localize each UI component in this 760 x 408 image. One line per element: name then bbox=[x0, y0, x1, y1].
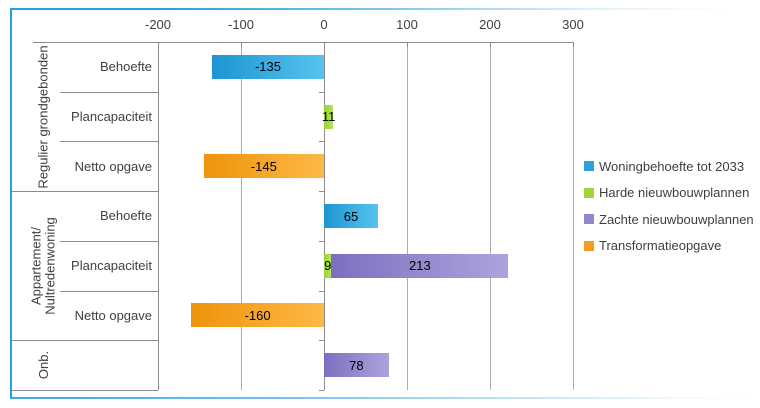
x-tick-label: 0 bbox=[320, 17, 328, 32]
legend-label: Harde nieuwbouwplannen bbox=[599, 185, 750, 201]
bar-value-label: 9 bbox=[324, 258, 332, 274]
row-divider bbox=[12, 340, 158, 342]
x-axis-tick bbox=[241, 42, 242, 47]
row-divider bbox=[60, 141, 158, 143]
gridline bbox=[573, 42, 574, 390]
gridline bbox=[490, 42, 491, 390]
bar-value-label: 11 bbox=[321, 109, 336, 125]
category-axis-tick bbox=[319, 240, 324, 242]
bar-segment[interactable] bbox=[191, 303, 324, 328]
legend-item[interactable]: Harde nieuwbouwplannen bbox=[584, 180, 754, 207]
legend-label: Transformatieopgave bbox=[599, 238, 722, 254]
legend-swatch-icon bbox=[584, 214, 594, 225]
category-axis-tick bbox=[319, 141, 324, 143]
category-label: Behoefte bbox=[99, 208, 152, 224]
chart-border-bottom bbox=[10, 397, 752, 399]
bar-value-label: -135 bbox=[254, 59, 281, 75]
legend-label: Zachte nieuwbouwplannen bbox=[599, 211, 754, 227]
x-tick-label: -200 bbox=[144, 17, 172, 32]
legend-item[interactable]: Zachte nieuwbouwplannen bbox=[584, 206, 754, 233]
category-axis-tick bbox=[319, 91, 324, 93]
bar-segment[interactable] bbox=[211, 54, 324, 79]
bar-segment[interactable] bbox=[324, 204, 378, 228]
bar-segment[interactable] bbox=[324, 104, 334, 129]
legend-label: Woningbehoefte tot 2033 bbox=[599, 158, 745, 174]
row-divider bbox=[12, 390, 158, 391]
x-tick-label: 300 bbox=[562, 17, 584, 32]
row-divider bbox=[12, 191, 158, 193]
category-axis-tick bbox=[319, 290, 324, 292]
category-axis-tick bbox=[319, 390, 324, 391]
x-axis-tick bbox=[490, 42, 491, 47]
row-divider bbox=[60, 290, 158, 292]
legend-swatch-icon bbox=[584, 240, 594, 251]
legend-item[interactable]: Woningbehoefte tot 2033 bbox=[584, 153, 754, 180]
row-divider bbox=[60, 240, 158, 242]
category-label: Behoefte bbox=[99, 59, 152, 75]
group-label: Regulier grondgebonden bbox=[36, 45, 52, 189]
category-axis-tick bbox=[319, 340, 324, 342]
bar-segment[interactable] bbox=[203, 154, 324, 179]
legend-item[interactable]: Transformatieopgave bbox=[584, 233, 754, 260]
category-label: Plancapaciteit bbox=[71, 109, 152, 125]
chart-border-left bbox=[10, 8, 12, 399]
x-axis-tick bbox=[407, 42, 408, 47]
x-tick-label: 100 bbox=[396, 17, 418, 32]
legend-swatch-icon bbox=[584, 161, 594, 172]
category-label: Netto opgave bbox=[74, 158, 152, 174]
bar-value-label: -145 bbox=[250, 158, 277, 174]
category-label: Netto opgave bbox=[74, 307, 152, 323]
category-label: Plancapaciteit bbox=[71, 258, 152, 274]
legend: Woningbehoefte tot 2033 Harde nieuwbouwpl… bbox=[584, 153, 754, 259]
category-axis-tick bbox=[319, 42, 324, 43]
bar-value-label: 65 bbox=[343, 208, 359, 224]
bar-segment[interactable] bbox=[324, 353, 389, 378]
category-axis-tick bbox=[319, 191, 324, 193]
bar-value-label: -160 bbox=[244, 307, 271, 323]
gridline bbox=[241, 42, 242, 390]
chart-border-top bbox=[10, 8, 746, 10]
x-tick-label: -100 bbox=[227, 17, 255, 32]
bar-value-label: 213 bbox=[409, 258, 431, 274]
bar-segment[interactable] bbox=[324, 253, 332, 278]
bar-value-label: 78 bbox=[349, 357, 364, 373]
group-label: Onb. bbox=[35, 351, 51, 380]
label-area-edge-line bbox=[158, 42, 159, 390]
group-label: Appartement/Nultredenwoning bbox=[29, 216, 59, 315]
bar-segment[interactable] bbox=[331, 253, 509, 278]
gridline bbox=[407, 42, 408, 390]
x-tick-label: 200 bbox=[479, 17, 501, 32]
x-axis-line bbox=[33, 42, 573, 43]
legend-swatch-icon bbox=[584, 187, 594, 198]
row-divider bbox=[60, 91, 158, 93]
x-axis-tick bbox=[573, 42, 574, 47]
